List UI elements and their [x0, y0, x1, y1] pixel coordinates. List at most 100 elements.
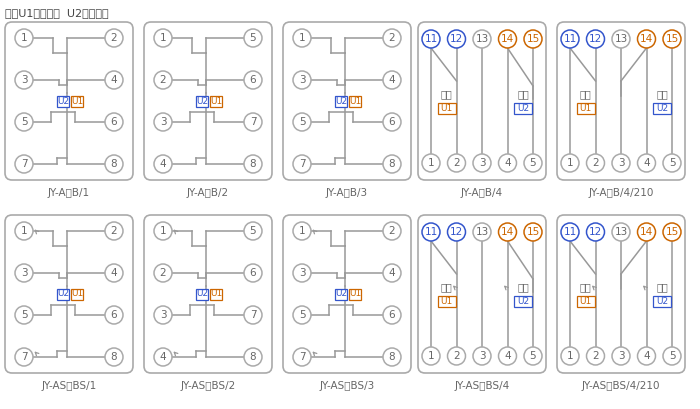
Text: 8: 8: [389, 352, 396, 362]
Circle shape: [383, 71, 401, 89]
Circle shape: [587, 223, 605, 241]
Text: U2: U2: [656, 104, 668, 113]
Text: 3: 3: [617, 158, 624, 168]
Text: U1: U1: [349, 97, 361, 106]
Circle shape: [15, 264, 33, 282]
Text: U2: U2: [335, 97, 347, 106]
Circle shape: [383, 264, 401, 282]
Circle shape: [561, 154, 579, 172]
Bar: [438, 103, 456, 114]
Text: 电源: 电源: [441, 89, 453, 99]
Text: 4: 4: [504, 158, 511, 168]
Circle shape: [663, 154, 681, 172]
Text: 13: 13: [475, 34, 489, 44]
Circle shape: [154, 264, 172, 282]
Bar: [210, 288, 222, 299]
Text: 3: 3: [160, 117, 167, 127]
FancyBboxPatch shape: [557, 22, 685, 180]
Text: 1: 1: [21, 226, 27, 236]
Text: U1: U1: [71, 97, 83, 106]
Circle shape: [473, 223, 491, 241]
Text: 4: 4: [389, 268, 396, 278]
Text: 7: 7: [299, 352, 305, 362]
Bar: [349, 288, 361, 299]
Circle shape: [524, 223, 542, 241]
Text: U1: U1: [71, 290, 83, 299]
Text: 2: 2: [111, 33, 118, 43]
Text: 12: 12: [450, 227, 463, 237]
Circle shape: [447, 154, 466, 172]
Text: 3: 3: [617, 351, 624, 361]
Circle shape: [105, 348, 123, 366]
Text: 1: 1: [567, 351, 573, 361]
Text: 7: 7: [21, 352, 27, 362]
Bar: [210, 95, 222, 106]
Circle shape: [612, 154, 630, 172]
Text: 6: 6: [111, 310, 118, 320]
Bar: [577, 103, 595, 114]
Text: 3: 3: [160, 310, 167, 320]
Text: 5: 5: [21, 117, 27, 127]
Text: 2: 2: [389, 226, 396, 236]
Circle shape: [293, 222, 311, 240]
Text: 11: 11: [424, 227, 438, 237]
Circle shape: [422, 30, 440, 48]
Text: 4: 4: [160, 352, 167, 362]
Circle shape: [587, 347, 605, 365]
Text: U2: U2: [656, 297, 668, 306]
Text: U1: U1: [440, 297, 453, 306]
FancyBboxPatch shape: [283, 215, 411, 373]
Text: 1: 1: [567, 158, 573, 168]
Circle shape: [524, 30, 542, 48]
Text: 5: 5: [530, 351, 536, 361]
Text: U2: U2: [517, 297, 529, 306]
Text: 1: 1: [299, 226, 305, 236]
Text: 5: 5: [250, 33, 256, 43]
Text: 13: 13: [615, 34, 628, 44]
Circle shape: [473, 347, 491, 365]
Circle shape: [105, 155, 123, 173]
Circle shape: [447, 223, 466, 241]
Text: U2: U2: [517, 104, 529, 113]
Text: 6: 6: [389, 310, 396, 320]
Text: 3: 3: [479, 158, 485, 168]
Text: 5: 5: [668, 158, 676, 168]
Text: JY-AS，BS/3: JY-AS，BS/3: [319, 381, 374, 391]
Text: 8: 8: [111, 352, 118, 362]
Circle shape: [383, 155, 401, 173]
Circle shape: [293, 306, 311, 324]
Text: 14: 14: [501, 34, 514, 44]
Text: U1: U1: [210, 97, 222, 106]
Bar: [514, 103, 532, 114]
Text: U1: U1: [580, 104, 592, 113]
Circle shape: [105, 306, 123, 324]
FancyBboxPatch shape: [5, 22, 133, 180]
Circle shape: [638, 30, 655, 48]
Text: 7: 7: [250, 310, 256, 320]
Text: 5: 5: [668, 351, 676, 361]
Text: 5: 5: [21, 310, 27, 320]
Text: 电源: 电源: [580, 282, 592, 292]
Circle shape: [15, 29, 33, 47]
Text: 1: 1: [160, 33, 167, 43]
Text: 启动: 启动: [517, 282, 529, 292]
Text: 13: 13: [475, 227, 489, 237]
Circle shape: [638, 223, 655, 241]
Bar: [57, 95, 69, 106]
Bar: [653, 296, 671, 307]
Text: 启动: 启动: [517, 89, 529, 99]
FancyBboxPatch shape: [5, 215, 133, 373]
Text: 6: 6: [250, 75, 256, 85]
Bar: [196, 95, 208, 106]
Text: 15: 15: [526, 34, 540, 44]
Bar: [335, 288, 347, 299]
Text: 3: 3: [299, 75, 305, 85]
Text: 8: 8: [389, 159, 396, 169]
Text: 6: 6: [389, 117, 396, 127]
Circle shape: [105, 113, 123, 131]
Text: JY-AS，BS/1: JY-AS，BS/1: [41, 381, 97, 391]
Circle shape: [422, 154, 440, 172]
Text: 5: 5: [250, 226, 256, 236]
Bar: [196, 288, 208, 299]
FancyBboxPatch shape: [418, 22, 546, 180]
